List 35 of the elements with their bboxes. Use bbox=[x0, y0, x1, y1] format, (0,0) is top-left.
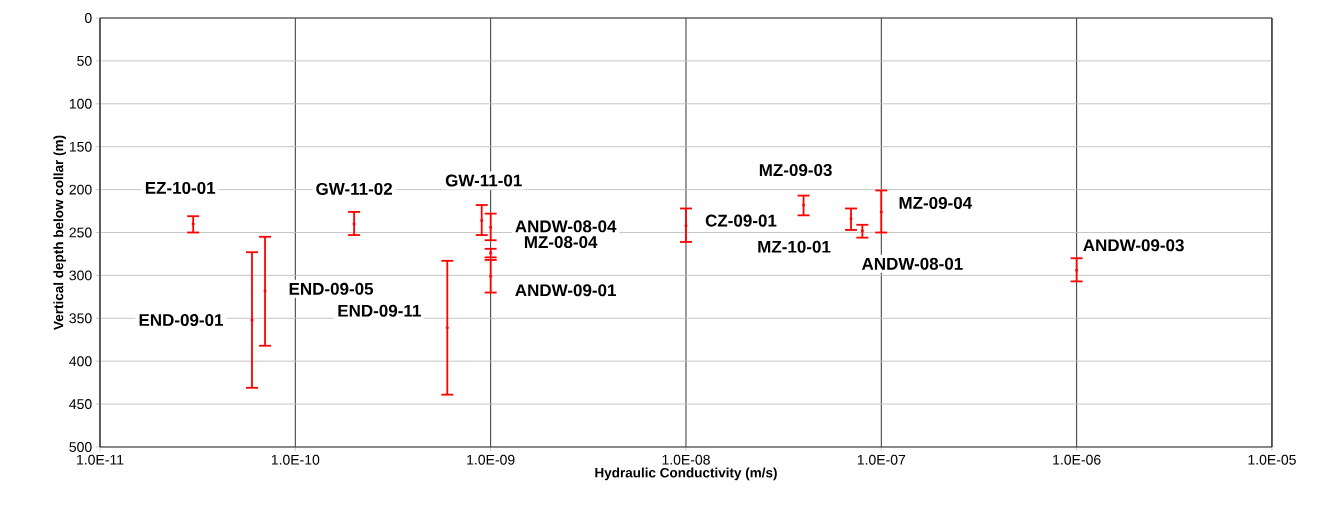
y-tick-label: 350 bbox=[69, 313, 92, 324]
series-label: GW-11-02 bbox=[316, 182, 392, 195]
x-tick-label: 1.0E-05 bbox=[1248, 454, 1296, 465]
y-tick-label: 0 bbox=[84, 13, 92, 23]
x-tick-label: 1.0E-10 bbox=[271, 454, 320, 465]
series-label: ANDW-09-01 bbox=[515, 284, 616, 297]
text: GW-11-01 bbox=[445, 174, 522, 187]
series-label: ANDW-09-03 bbox=[1083, 239, 1184, 252]
x-tick-label: 1.0E-07 bbox=[857, 454, 906, 465]
series-label: MZ-09-04 bbox=[899, 196, 973, 209]
x-axis-title: Hydraulic Conductivity (m/s) bbox=[595, 467, 777, 481]
text: EZ-10-01 bbox=[145, 181, 216, 194]
y-tick-label: 50 bbox=[77, 55, 92, 66]
series-label: END-09-05 bbox=[289, 282, 374, 295]
x-tick-label: 1.0E-11 bbox=[77, 454, 124, 465]
x-tick-label: 1.0E-09 bbox=[467, 454, 515, 465]
y-tick-label: 500 bbox=[69, 442, 92, 452]
series-label: END-09-11 bbox=[338, 304, 421, 317]
y-axis-title: Vertical depth below collar (m) bbox=[53, 135, 66, 330]
series-label: ANDW-08-04 bbox=[515, 220, 617, 233]
x-tick-label: 1.0E-08 bbox=[662, 454, 710, 465]
series-label: END-09-01 bbox=[139, 313, 224, 327]
y-tick-label: 100 bbox=[69, 98, 92, 109]
text: MZ-09-03 bbox=[759, 164, 832, 177]
y-tick-label: 150 bbox=[69, 141, 92, 152]
y-tick-label: 400 bbox=[69, 356, 92, 367]
y-tick-label: 300 bbox=[69, 270, 92, 281]
series-label: CZ-09-01 bbox=[705, 214, 777, 227]
series-label: ANDW-08-01 bbox=[861, 257, 963, 270]
x-tick-label: 1.0E-06 bbox=[1053, 454, 1101, 465]
series-label: MZ-10-01 bbox=[758, 240, 831, 253]
y-tick-label: 450 bbox=[69, 399, 92, 410]
series-label: MZ-08-04 bbox=[524, 236, 598, 249]
y-tick-label: 250 bbox=[69, 227, 92, 238]
y-tick-label: 200 bbox=[69, 184, 92, 195]
